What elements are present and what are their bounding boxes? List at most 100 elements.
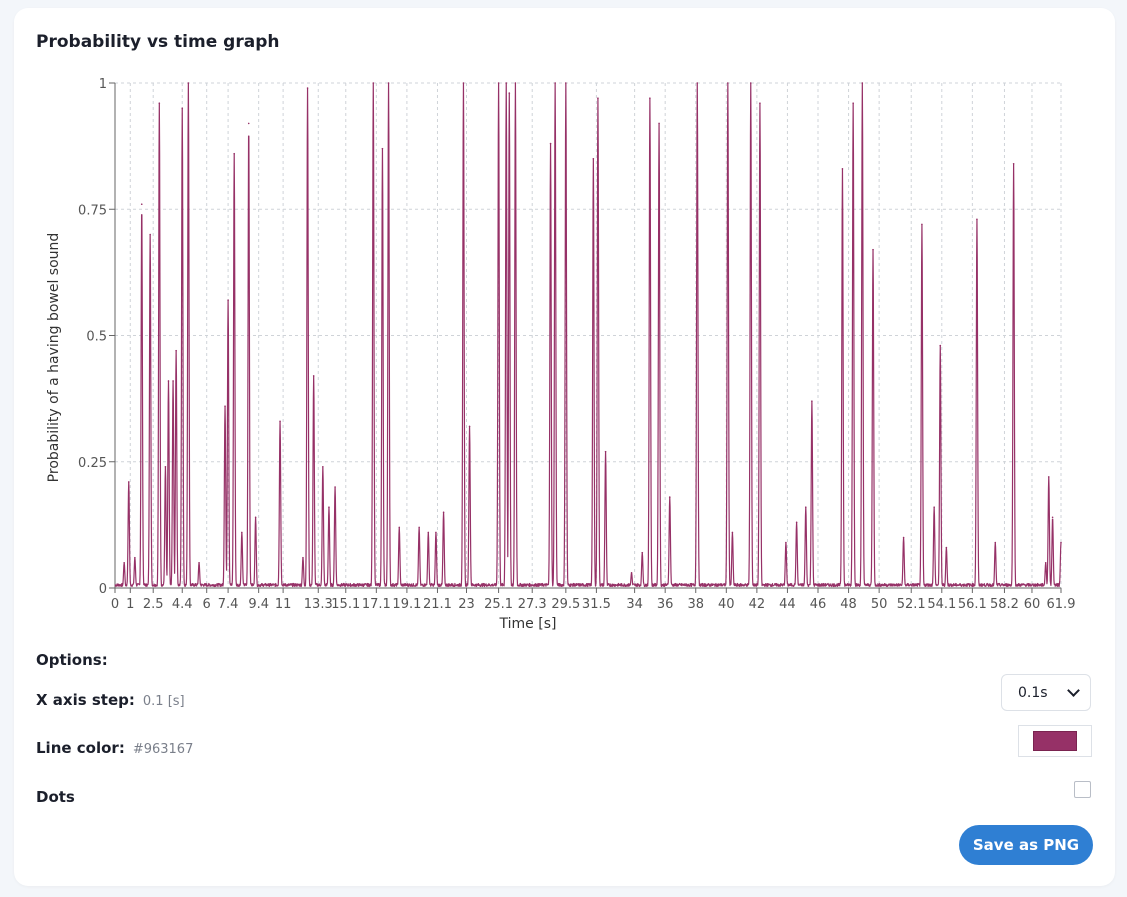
data-point	[381, 147, 384, 150]
x-tick-label: 56.1	[958, 597, 987, 612]
data-point	[427, 531, 430, 534]
x-tick-label: 15.1	[331, 597, 360, 612]
x-axis-step-selected: 0.1s	[1018, 684, 1048, 701]
x-tick-label: 9.4	[248, 597, 269, 612]
data-point	[795, 521, 798, 524]
line-color-row: Line color: #963167	[36, 739, 193, 757]
data-point	[233, 152, 236, 155]
data-point	[175, 349, 177, 352]
graph-card: Probability vs time graph 0 0.25 0.5 0.75 1 0…	[14, 8, 1115, 886]
data-point	[811, 400, 813, 402]
data-point	[198, 561, 200, 564]
x-tick-label: 40	[718, 597, 735, 612]
data-point	[549, 142, 552, 145]
data-point	[804, 506, 807, 509]
x-axis-step-row: X axis step: 0.1 [s]	[36, 691, 185, 709]
y-tick-label: 0.25	[78, 456, 107, 471]
data-point	[902, 536, 905, 539]
data-point	[731, 531, 734, 534]
line-color-swatch	[1033, 731, 1077, 751]
options-title: Options:	[36, 651, 108, 669]
data-point	[597, 97, 599, 99]
x-axis-step-value: 0.1 [s]	[142, 694, 185, 709]
x-tick-label: 17.1	[362, 597, 391, 612]
data-point	[565, 82, 567, 84]
x-tick-label: 50	[871, 597, 888, 612]
data-point	[554, 82, 556, 84]
y-tick-label: 0	[99, 582, 107, 597]
data-point	[727, 82, 729, 84]
data-point	[939, 344, 942, 347]
data-point	[649, 97, 651, 99]
data-point	[994, 541, 997, 544]
line-color-picker[interactable]	[1018, 725, 1092, 757]
x-tick-label: 6	[203, 597, 211, 612]
x-axis-step-select[interactable]: 0.1s	[1001, 674, 1091, 711]
x-axis-title: Time [s]	[499, 616, 557, 632]
x-tick-label: 19.1	[392, 597, 421, 612]
data-point	[328, 506, 330, 509]
dots-checkbox[interactable]	[1074, 781, 1091, 798]
y-tick-label: 0.75	[78, 203, 107, 218]
x-tick-label: 58.2	[990, 597, 1019, 612]
graph-title: Probability vs time graph	[36, 32, 280, 52]
data-point	[312, 375, 315, 377]
dots-label: Dots	[36, 788, 75, 806]
x-tick-label: 48	[840, 597, 857, 612]
save-as-png-button[interactable]: Save as PNG	[959, 825, 1093, 865]
chevron-down-icon	[1067, 684, 1080, 697]
data-point	[861, 82, 864, 84]
data-point	[398, 526, 401, 529]
data-point	[1044, 561, 1047, 564]
data-point	[334, 486, 336, 488]
x-tick-label: 36	[657, 597, 674, 612]
x-tick-label: 54.1	[927, 597, 956, 612]
data-point	[418, 526, 420, 529]
data-point	[306, 87, 309, 89]
x-tick-label: 7.4	[218, 597, 239, 612]
data-point	[514, 82, 517, 84]
data-point	[872, 248, 874, 251]
data-point	[279, 420, 281, 423]
data-point	[134, 556, 136, 559]
x-tick-label: 46	[810, 597, 827, 612]
x-tick-label: 0	[111, 597, 119, 612]
x-tick-label: 29.5	[551, 597, 580, 612]
data-point	[604, 450, 607, 453]
x-tick-label: 60	[1024, 597, 1041, 612]
data-point	[247, 122, 250, 125]
data-point	[181, 107, 184, 110]
data-point	[759, 102, 761, 104]
data-point	[172, 380, 174, 382]
data-point	[127, 481, 130, 483]
x-tick-label: 42	[749, 597, 766, 612]
data-point	[696, 82, 699, 84]
data-point	[462, 82, 465, 84]
x-tick-label: 11	[275, 597, 292, 612]
data-point	[668, 496, 671, 498]
data-point	[322, 466, 324, 468]
x-tick-label: 61.9	[1047, 597, 1076, 612]
x-tick-label: 38	[687, 597, 704, 612]
data-point	[749, 82, 752, 84]
x-axis-step-label: X axis step:	[36, 691, 135, 709]
x-tick-label: 44	[779, 597, 796, 612]
x-tick-label: 31.5	[582, 597, 611, 612]
data-point	[167, 380, 170, 382]
data-point	[658, 122, 660, 125]
data-point	[158, 102, 161, 104]
data-point	[592, 157, 595, 160]
data-point	[508, 92, 511, 94]
data-point	[641, 551, 644, 554]
line-color-label: Line color:	[36, 739, 125, 757]
data-point	[140, 203, 143, 205]
data-point	[241, 531, 243, 534]
data-point	[852, 102, 854, 104]
x-tick-label: 52.1	[897, 597, 926, 612]
data-point	[387, 82, 390, 84]
data-point	[164, 466, 167, 468]
dots-row: Dots	[36, 788, 75, 806]
data-point	[921, 223, 923, 226]
data-point	[442, 511, 445, 514]
x-tick-label: 34	[626, 597, 643, 612]
